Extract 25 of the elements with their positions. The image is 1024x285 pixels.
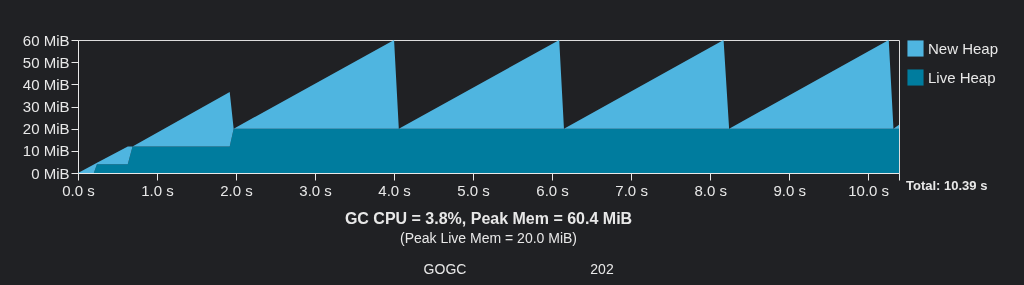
y-tick-label: 0 MiB [31,164,70,182]
text: 202 [590,261,614,277]
y-tick-label: 40 MiB [22,75,70,93]
y-tick-label: 30 MiB [22,98,70,115]
text: (Peak Live Mem = 20.0 MiB) [399,230,578,246]
legend-label: Live Heap [928,68,996,86]
text: GOGC [423,261,467,277]
x-tick-label: 8.0 s [694,181,727,199]
y-tick-label: 20 MiB [22,120,70,138]
x-tick-label: 0.0 s [62,181,95,199]
x-tick-label: 1.0 s [141,181,174,199]
y-tick-label: 50 MiB [22,53,70,71]
x-tick-label: 9.0 s [773,181,806,199]
x-tick-label: 10.0 s [848,181,890,199]
x-tick-label: 6.0 s [536,181,569,199]
text: GC CPU = 3.8%, Peak Mem = 60.4 MiB [344,210,633,227]
x-tick-label: 7.0 s [615,181,648,199]
annotation: Total: 10.39 s [906,178,988,193]
x-tick-label: 2.0 s [220,181,253,199]
x-tick-label: 5.0 s [457,181,490,199]
legend-label: New Heap [928,39,999,57]
x-tick-label: 4.0 s [378,181,411,199]
x-tick-label: 3.0 s [299,181,332,199]
y-tick-label: 10 MiB [22,142,70,160]
y-tick-label: 60 MiB [22,31,70,49]
